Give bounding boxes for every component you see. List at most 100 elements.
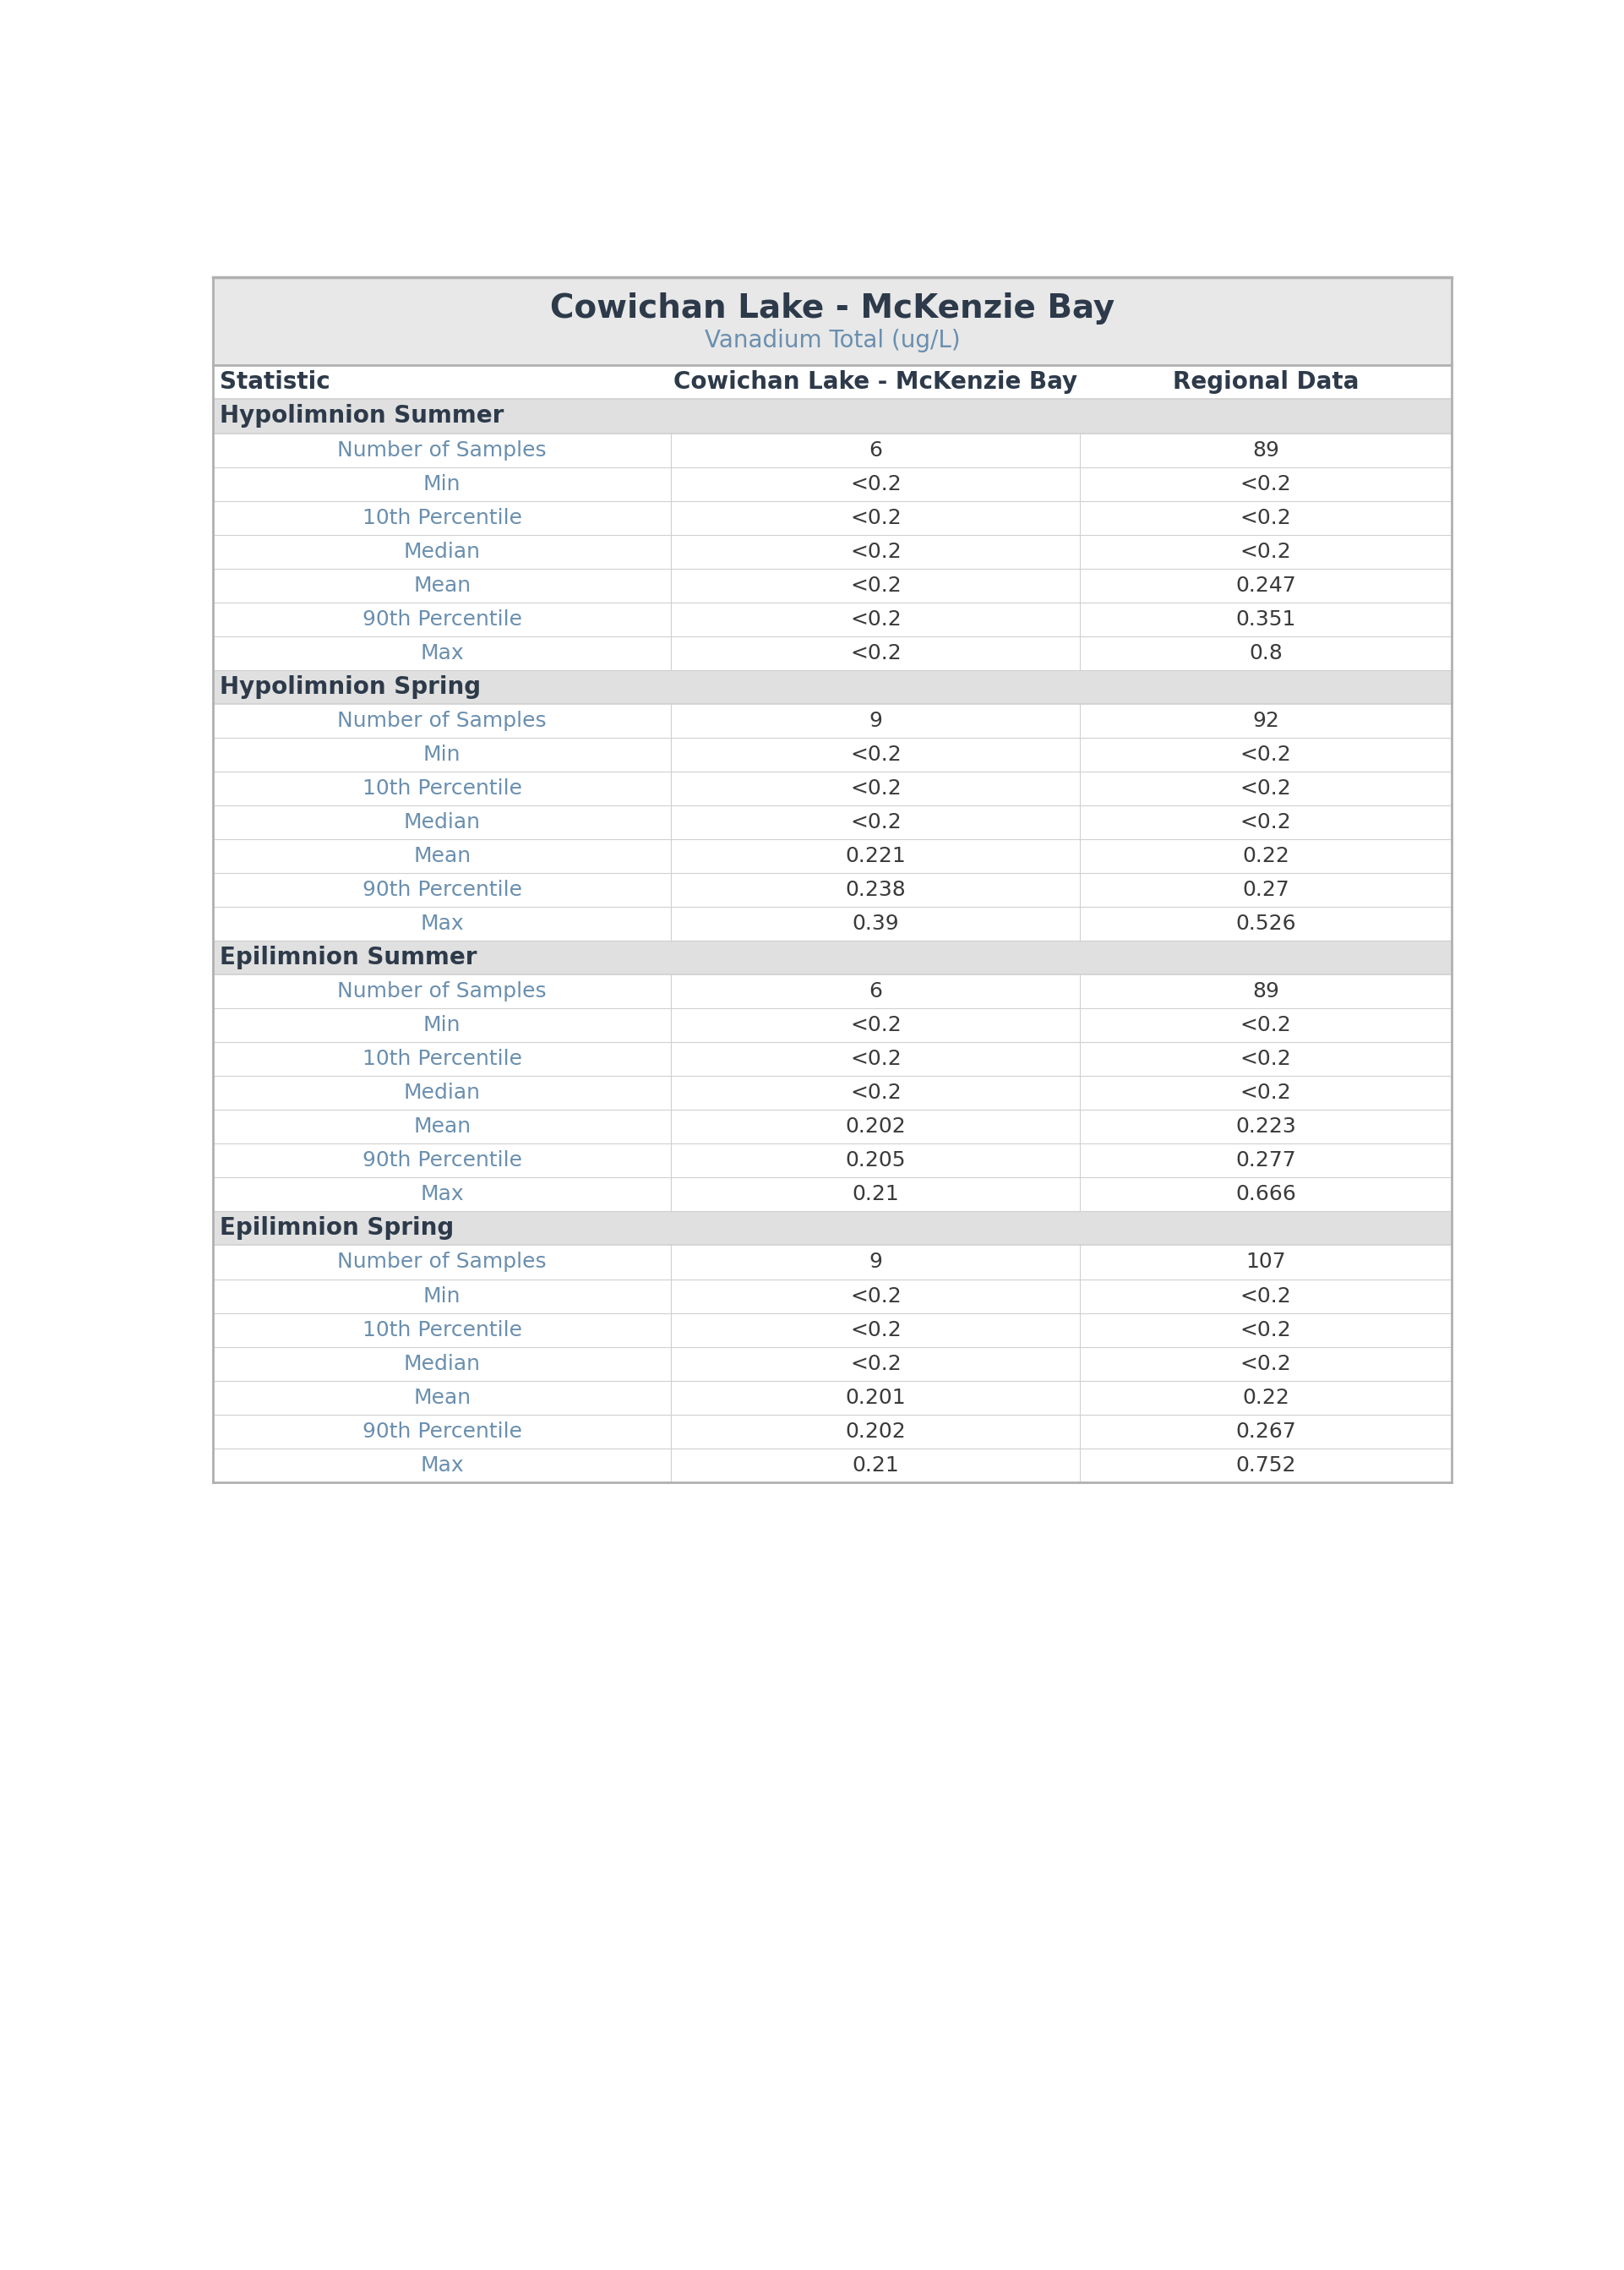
Bar	[213, 536, 1452, 568]
Text: Epilimnion Summer: Epilimnion Summer	[219, 947, 477, 969]
Text: Min: Min	[424, 1015, 461, 1035]
Text: Min: Min	[424, 1285, 461, 1305]
Text: Max: Max	[421, 913, 464, 933]
Text: 9: 9	[869, 1253, 882, 1271]
Text: Statistic: Statistic	[219, 370, 330, 395]
Text: Max: Max	[421, 642, 464, 663]
Text: Median: Median	[404, 1353, 481, 1373]
Text: Cowichan Lake - McKenzie Bay: Cowichan Lake - McKenzie Bay	[551, 293, 1114, 325]
Text: <0.2: <0.2	[849, 1049, 901, 1069]
Bar	[213, 434, 1452, 468]
Text: Mean: Mean	[412, 1117, 471, 1137]
Text: 0.21: 0.21	[853, 1185, 900, 1205]
Text: 92: 92	[1252, 711, 1280, 731]
Text: 89: 89	[1252, 981, 1280, 1001]
Text: <0.2: <0.2	[1241, 779, 1291, 799]
Bar	[213, 1008, 1452, 1042]
Text: Min: Min	[424, 745, 461, 765]
Text: 0.39: 0.39	[853, 913, 900, 933]
Text: 90th Percentile: 90th Percentile	[362, 1421, 521, 1441]
Bar	[213, 1448, 1452, 1482]
Text: Number of Samples: Number of Samples	[338, 1253, 547, 1271]
Text: 9: 9	[869, 711, 882, 731]
Text: 89: 89	[1252, 440, 1280, 461]
Text: 0.221: 0.221	[846, 847, 906, 867]
Bar	[213, 277, 1452, 365]
Text: 90th Percentile: 90th Percentile	[362, 881, 521, 901]
Bar	[213, 1110, 1452, 1144]
Text: 0.22: 0.22	[1242, 847, 1289, 867]
Text: <0.2: <0.2	[849, 1015, 901, 1035]
Text: Median: Median	[404, 813, 481, 833]
Text: Vanadium Total (ug/L): Vanadium Total (ug/L)	[705, 329, 960, 352]
Text: 0.223: 0.223	[1236, 1117, 1296, 1137]
Text: Mean: Mean	[412, 574, 471, 595]
Text: <0.2: <0.2	[1241, 508, 1291, 529]
Bar	[213, 1042, 1452, 1076]
Text: <0.2: <0.2	[1241, 474, 1291, 495]
Text: Max: Max	[421, 1185, 464, 1205]
Bar	[213, 738, 1452, 772]
Text: Hypolimnion Summer: Hypolimnion Summer	[219, 404, 503, 429]
Text: 107: 107	[1246, 1253, 1286, 1271]
Bar	[213, 704, 1452, 738]
Text: <0.2: <0.2	[1241, 1319, 1291, 1339]
Text: Median: Median	[404, 543, 481, 561]
Bar	[213, 1312, 1452, 1346]
Text: 10th Percentile: 10th Percentile	[362, 508, 521, 529]
Text: 0.202: 0.202	[846, 1117, 906, 1137]
Text: 10th Percentile: 10th Percentile	[362, 779, 521, 799]
Text: Hypolimnion Spring: Hypolimnion Spring	[219, 674, 481, 699]
Text: <0.2: <0.2	[849, 508, 901, 529]
Text: 0.247: 0.247	[1236, 574, 1296, 595]
Bar	[213, 502, 1452, 536]
Bar	[213, 1346, 1452, 1380]
Bar	[213, 908, 1452, 940]
Text: Regional Data: Regional Data	[1173, 370, 1359, 395]
Text: 0.201: 0.201	[846, 1387, 906, 1407]
Text: 0.202: 0.202	[846, 1421, 906, 1441]
Bar	[213, 940, 1452, 974]
Bar	[213, 670, 1452, 704]
Text: <0.2: <0.2	[1241, 543, 1291, 561]
Bar	[213, 1246, 1452, 1278]
Text: 0.27: 0.27	[1242, 881, 1289, 901]
Bar	[213, 1212, 1452, 1246]
Text: 0.666: 0.666	[1236, 1185, 1296, 1205]
Bar	[213, 468, 1452, 502]
Bar	[213, 602, 1452, 636]
Text: <0.2: <0.2	[849, 1319, 901, 1339]
Bar	[213, 1076, 1452, 1110]
Bar	[213, 806, 1452, 840]
Bar	[213, 874, 1452, 908]
Text: Number of Samples: Number of Samples	[338, 981, 547, 1001]
Text: 0.8: 0.8	[1249, 642, 1283, 663]
Bar	[213, 772, 1452, 806]
Text: 0.205: 0.205	[846, 1151, 906, 1171]
Text: 10th Percentile: 10th Percentile	[362, 1049, 521, 1069]
Text: 6: 6	[869, 981, 882, 1001]
Bar	[213, 1278, 1452, 1312]
Bar	[213, 568, 1452, 602]
Text: <0.2: <0.2	[1241, 1083, 1291, 1103]
Text: 10th Percentile: 10th Percentile	[362, 1319, 521, 1339]
Text: Median: Median	[404, 1083, 481, 1103]
Bar	[213, 974, 1452, 1008]
Text: 6: 6	[869, 440, 882, 461]
Text: <0.2: <0.2	[849, 813, 901, 833]
Text: 0.238: 0.238	[846, 881, 906, 901]
Text: 0.526: 0.526	[1236, 913, 1296, 933]
Text: <0.2: <0.2	[1241, 1015, 1291, 1035]
Bar	[213, 636, 1452, 670]
Text: Mean: Mean	[412, 1387, 471, 1407]
Text: <0.2: <0.2	[1241, 1285, 1291, 1305]
Text: Min: Min	[424, 474, 461, 495]
Text: Cowichan Lake - McKenzie Bay: Cowichan Lake - McKenzie Bay	[674, 370, 1078, 395]
Bar	[213, 1380, 1452, 1414]
Text: <0.2: <0.2	[1241, 1049, 1291, 1069]
Text: Number of Samples: Number of Samples	[338, 711, 547, 731]
Bar	[213, 365, 1452, 400]
Text: 0.752: 0.752	[1236, 1455, 1296, 1476]
Bar	[213, 1144, 1452, 1178]
Text: 0.277: 0.277	[1236, 1151, 1296, 1171]
